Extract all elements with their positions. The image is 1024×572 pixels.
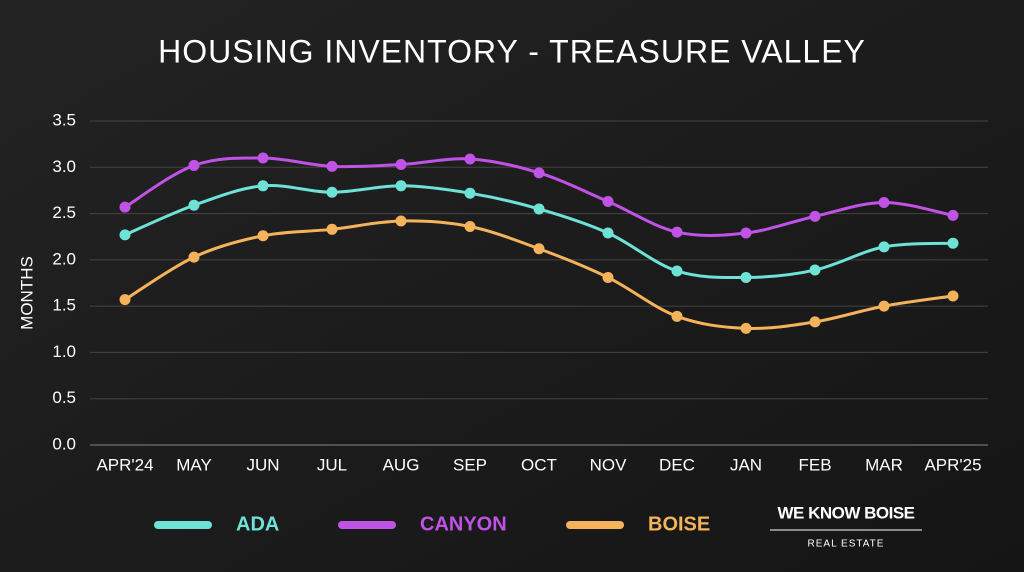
data-point [395, 159, 407, 171]
data-point [602, 196, 614, 208]
data-point [326, 223, 338, 235]
data-point [188, 199, 200, 211]
data-point [395, 180, 407, 192]
x-tick-label: AUG [383, 455, 420, 474]
data-point [809, 316, 821, 328]
y-tick-label: 0.0 [52, 434, 76, 453]
data-point [809, 264, 821, 276]
data-point [188, 159, 200, 171]
data-point [533, 203, 545, 215]
data-point [947, 290, 959, 302]
data-point [878, 241, 890, 253]
data-point [395, 215, 407, 227]
chart-title: HOUSING INVENTORY - TREASURE VALLEY [158, 33, 866, 69]
legend-label: CANYON [420, 513, 507, 535]
y-axis-label: MONTHS [17, 256, 36, 330]
x-tick-label: JUN [246, 455, 279, 474]
y-tick-label: 0.5 [52, 388, 76, 407]
data-point [464, 153, 476, 165]
data-point [257, 180, 269, 192]
y-tick-label: 2.0 [52, 249, 76, 268]
data-point [464, 187, 476, 199]
data-point [464, 221, 476, 233]
brand-tagline: REAL ESTATE [808, 539, 885, 550]
brand-name: WE KNOW BOISE [777, 503, 914, 522]
x-tick-label: MAR [865, 455, 903, 474]
data-point [602, 271, 614, 283]
x-tick-label: MAY [176, 455, 212, 474]
x-tick-label: SEP [453, 455, 487, 474]
data-point [257, 152, 269, 164]
data-point [326, 160, 338, 172]
data-point [740, 227, 752, 239]
x-tick-label: APR'25 [924, 455, 981, 474]
data-point [533, 167, 545, 179]
data-point [119, 294, 131, 306]
x-tick-label: DEC [659, 455, 695, 474]
y-tick-label: 3.5 [52, 110, 76, 129]
data-point [809, 210, 821, 222]
data-point [602, 227, 614, 239]
data-point [671, 265, 683, 277]
data-point [119, 201, 131, 213]
data-point [326, 186, 338, 198]
x-tick-label: JAN [730, 455, 762, 474]
y-tick-label: 3.0 [52, 157, 76, 176]
y-tick-label: 1.5 [52, 296, 76, 315]
data-point [257, 230, 269, 242]
data-point [740, 271, 752, 283]
x-tick-label: FEB [798, 455, 831, 474]
data-point [878, 300, 890, 312]
y-tick-label: 2.5 [52, 203, 76, 222]
data-point [533, 243, 545, 255]
data-point [947, 209, 959, 221]
x-tick-label: OCT [521, 455, 557, 474]
data-point [671, 226, 683, 238]
data-point [119, 229, 131, 241]
data-point [188, 251, 200, 263]
x-tick-label: NOV [590, 455, 628, 474]
x-tick-label: APR'24 [96, 455, 153, 474]
data-point [671, 310, 683, 322]
legend-label: ADA [236, 513, 279, 535]
data-point [878, 196, 890, 208]
data-point [740, 322, 752, 334]
x-tick-label: JUL [317, 455, 347, 474]
legend-label: BOISE [648, 513, 710, 535]
y-tick-label: 1.0 [52, 342, 76, 361]
data-point [947, 237, 959, 249]
